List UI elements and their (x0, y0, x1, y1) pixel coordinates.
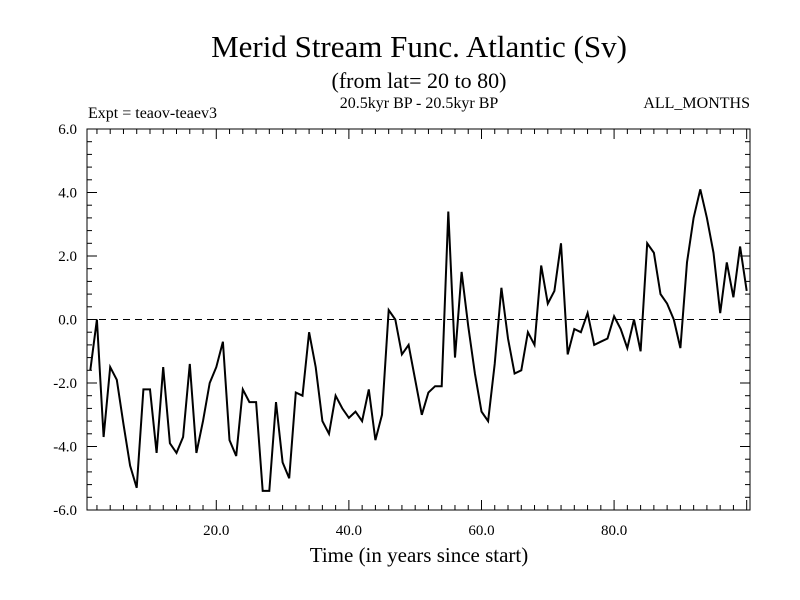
x-tick-label: 60.0 (468, 523, 494, 539)
series-line (89, 189, 748, 492)
y-tick-label: 4.0 (58, 186, 77, 202)
chart-subtitle: (from lat= 20 to 80) (332, 68, 507, 93)
x-tick-label: 40.0 (336, 523, 362, 539)
y-tick-label: -4.0 (53, 440, 77, 456)
chart-title: Merid Stream Func. Atlantic (Sv) (211, 29, 627, 64)
y-tick-label: 0.0 (58, 313, 77, 329)
y-tick-label: -2.0 (53, 376, 77, 392)
plot-frame (86, 128, 751, 511)
y-tick-label: 6.0 (58, 122, 77, 138)
axis-tick-labels: 20.0 40.0 60.0 80.0 -6.0 -4.0 -2.0 0.0 2.0 4.0 6.0 (53, 122, 627, 539)
y-tick-label: -6.0 (53, 503, 77, 519)
x-axis-label: Time (in years since start) (310, 543, 529, 567)
experiment-label: Expt = teaov-teaev3 (88, 105, 217, 122)
axis-ticks (87, 128, 750, 511)
x-tick-label: 80.0 (601, 523, 627, 539)
period-label: 20.5kyr BP - 20.5kyr BP (340, 95, 499, 112)
x-tick-label: 20.0 (203, 523, 229, 539)
months-label: ALL_MONTHS (643, 95, 750, 112)
y-tick-label: 2.0 (58, 249, 77, 265)
